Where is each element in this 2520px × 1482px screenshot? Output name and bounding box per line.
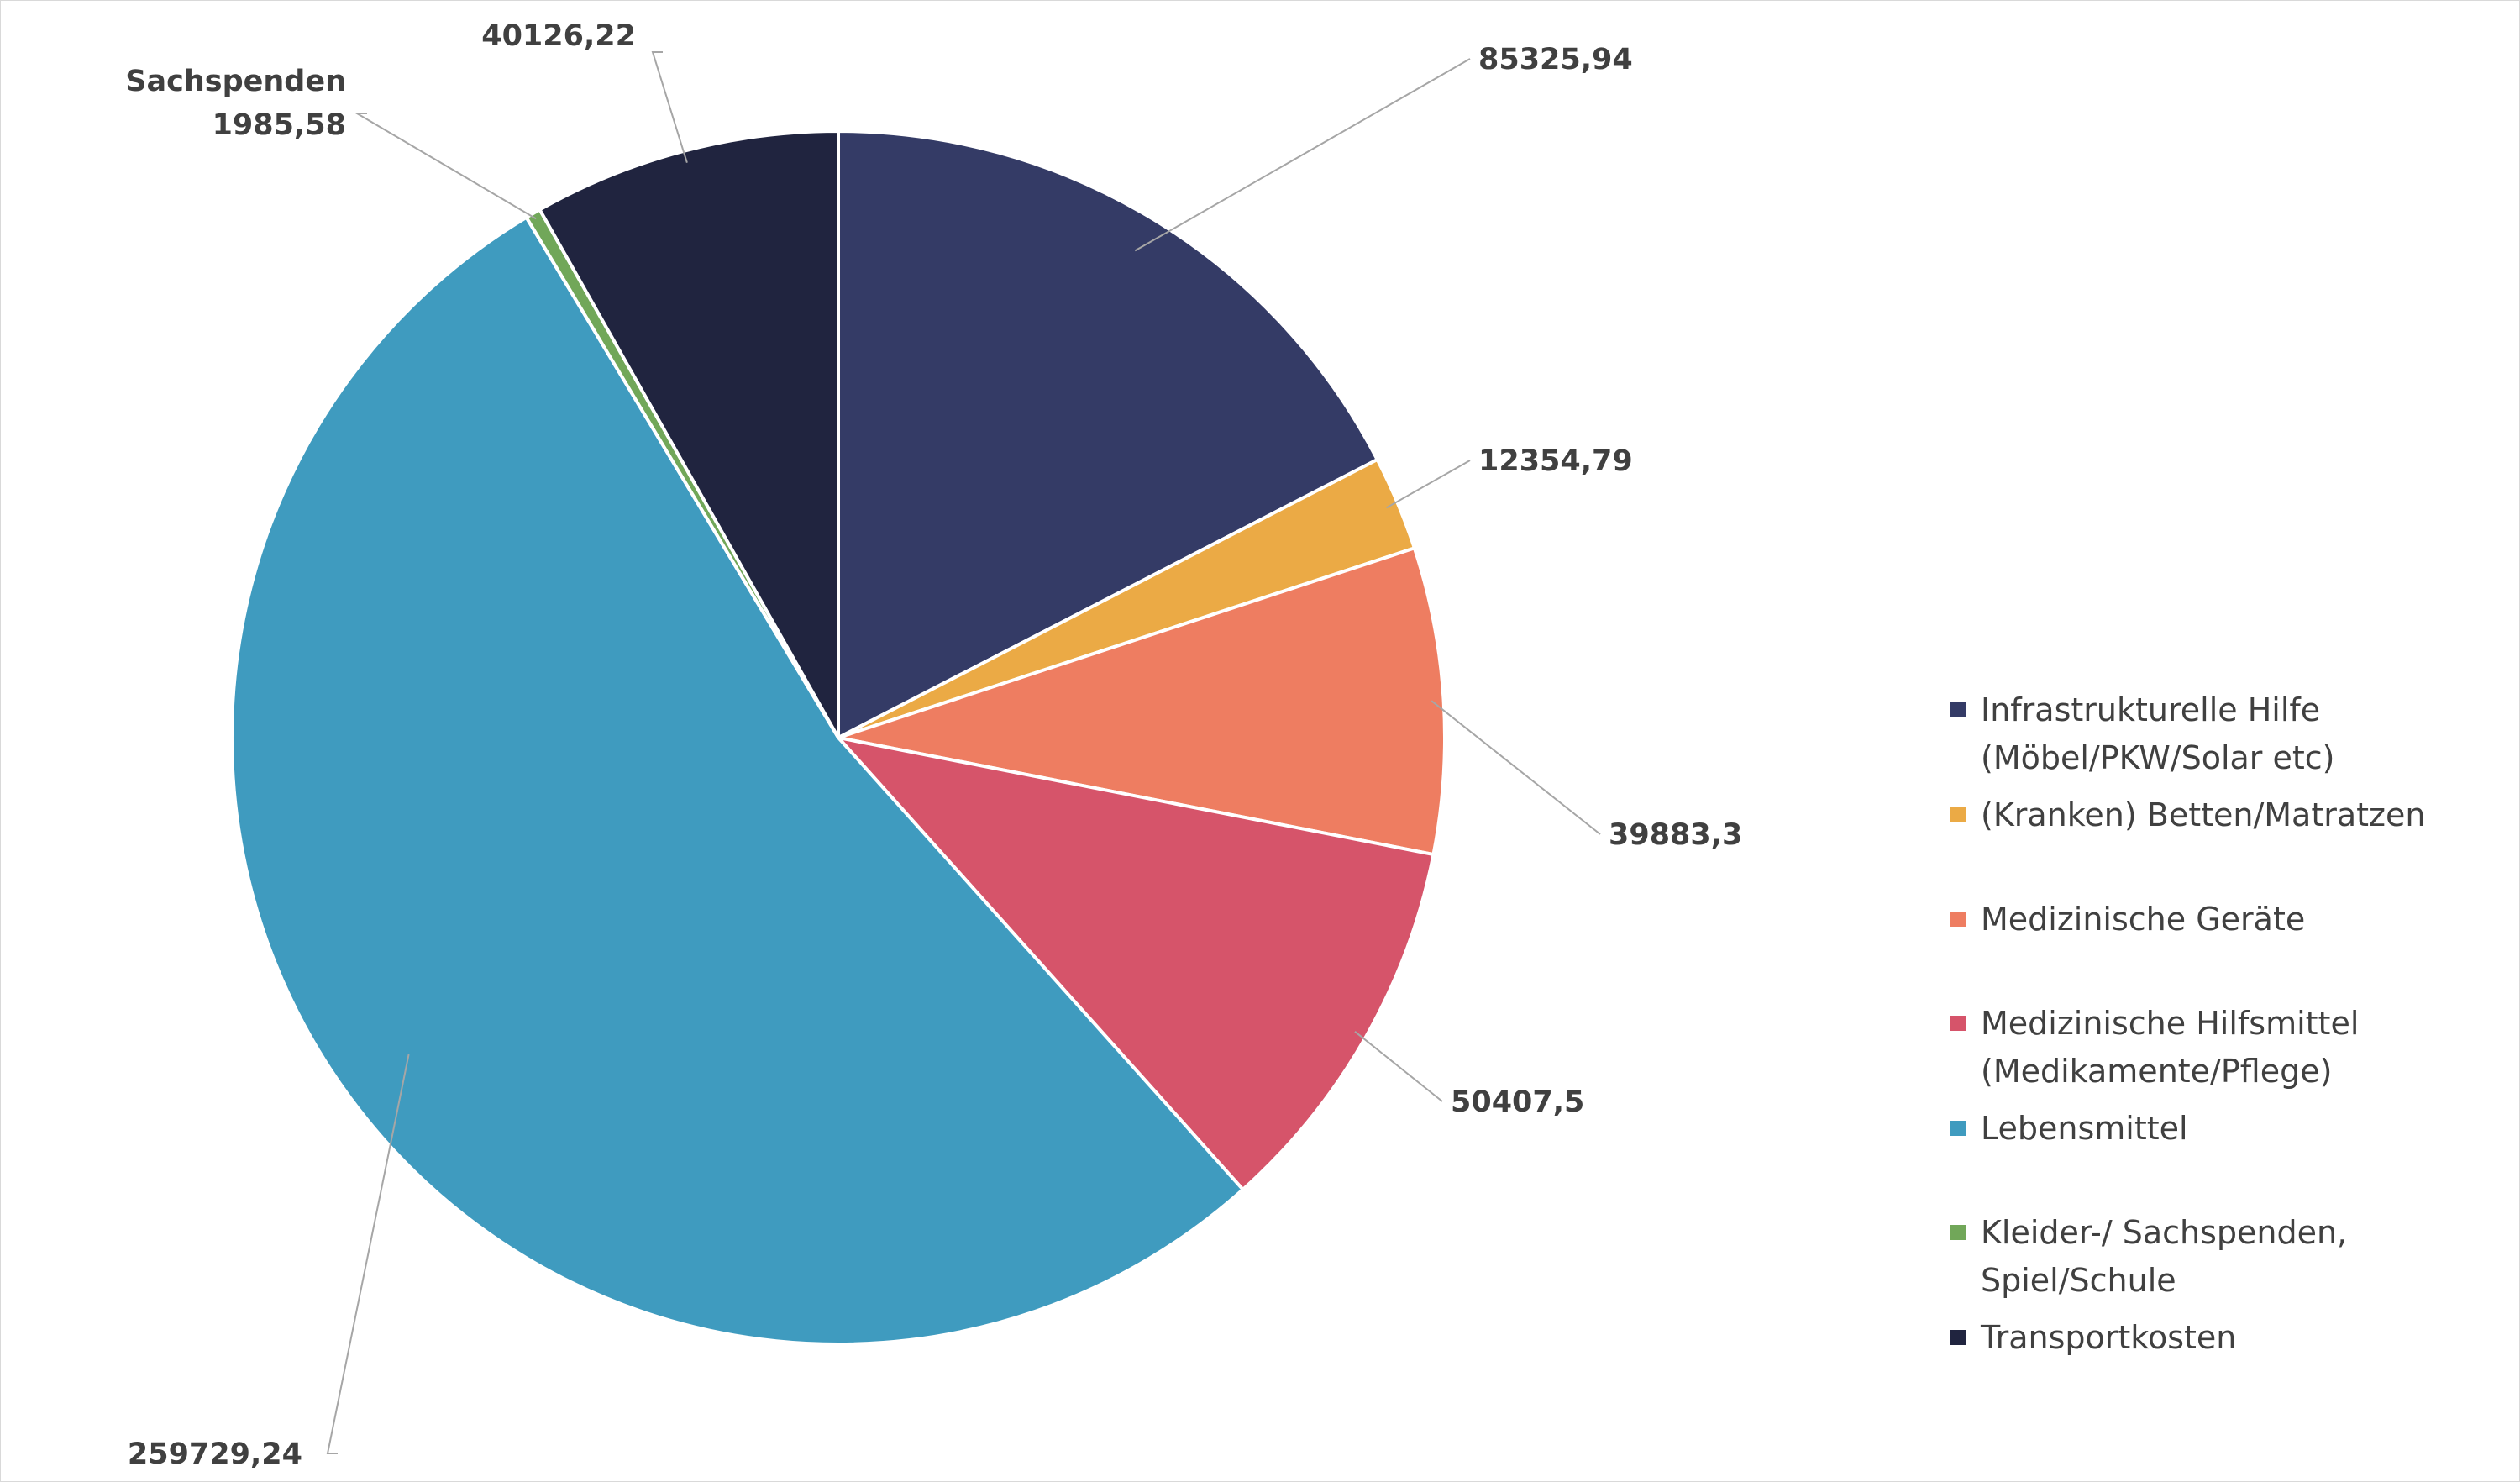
legend-label-kleider-line-2: Spiel/Schule [1981,1262,2176,1299]
legend-label-hilfsmittel-line-2: (Medikamente/Pflege) [1981,1053,2332,1090]
leader-line-kleider [354,113,537,220]
legend-swatch-infra [1950,702,1966,717]
data-labels: 85325,94 12354,79 39883,3 50407,5 259729,24 S… [125,19,1742,1471]
pie-slices [230,129,1446,1346]
legend-swatch-lebensmittel [1950,1121,1966,1136]
legend-swatch-hilfsmittel [1950,1016,1966,1031]
data-label-kleider-line-1: Sachspenden [125,65,346,98]
legend-swatch-betten [1950,807,1966,822]
leader-line-geraete [1431,700,1601,835]
data-label-kleider-line-2: 1985,58 [213,108,346,142]
legend-label-geraete: Medizinische Geräte [1981,901,2305,938]
pie-slice-infra [837,129,1379,739]
legend-label-infra-line-1: Infrastrukturelle Hilfe [1981,691,2320,728]
legend-swatch-transport [1950,1330,1966,1345]
legend-label-infra-line-2: (Möbel/PKW/Solar etc) [1981,739,2335,776]
legend-label-betten: (Kranken) Betten/Matratzen [1981,796,2425,833]
legend-label-kleider-line-1: Kleider-/ Sachspenden, [1981,1214,2347,1251]
data-label-infra: 85325,94 [1478,43,1633,76]
pie-slice-geraete [837,546,1446,857]
pie-slice-hilfsmittel [837,736,1436,1191]
legend-label-hilfsmittel-line-1: Medizinische Hilfsmittel [1981,1005,2359,1042]
leader-line-infra [1134,58,1471,252]
legend-label-transport: Transportkosten [1980,1319,2236,1356]
leader-line-lebensmittel [326,1054,410,1454]
leader-line-betten [1386,460,1471,509]
legend: Infrastrukturelle Hilfe (Möbel/PKW/Solar … [1950,691,2425,1356]
data-label-geraete: 39883,3 [1609,818,1742,852]
data-label-betten: 12354,79 [1478,444,1633,478]
pie-slice-lebensmittel [230,215,1245,1346]
leader-lines [326,51,1601,1454]
legend-swatch-kleider [1950,1225,1966,1240]
legend-label-lebensmittel: Lebensmittel [1981,1110,2188,1147]
data-label-hilfsmittel: 50407,5 [1451,1085,1584,1119]
leader-line-transport [651,51,688,163]
legend-swatch-geraete [1950,912,1966,927]
leader-line-hilfsmittel [1354,1031,1443,1102]
data-label-transport: 40126,22 [481,19,636,53]
data-label-lebensmittel: 259729,24 [128,1437,302,1471]
